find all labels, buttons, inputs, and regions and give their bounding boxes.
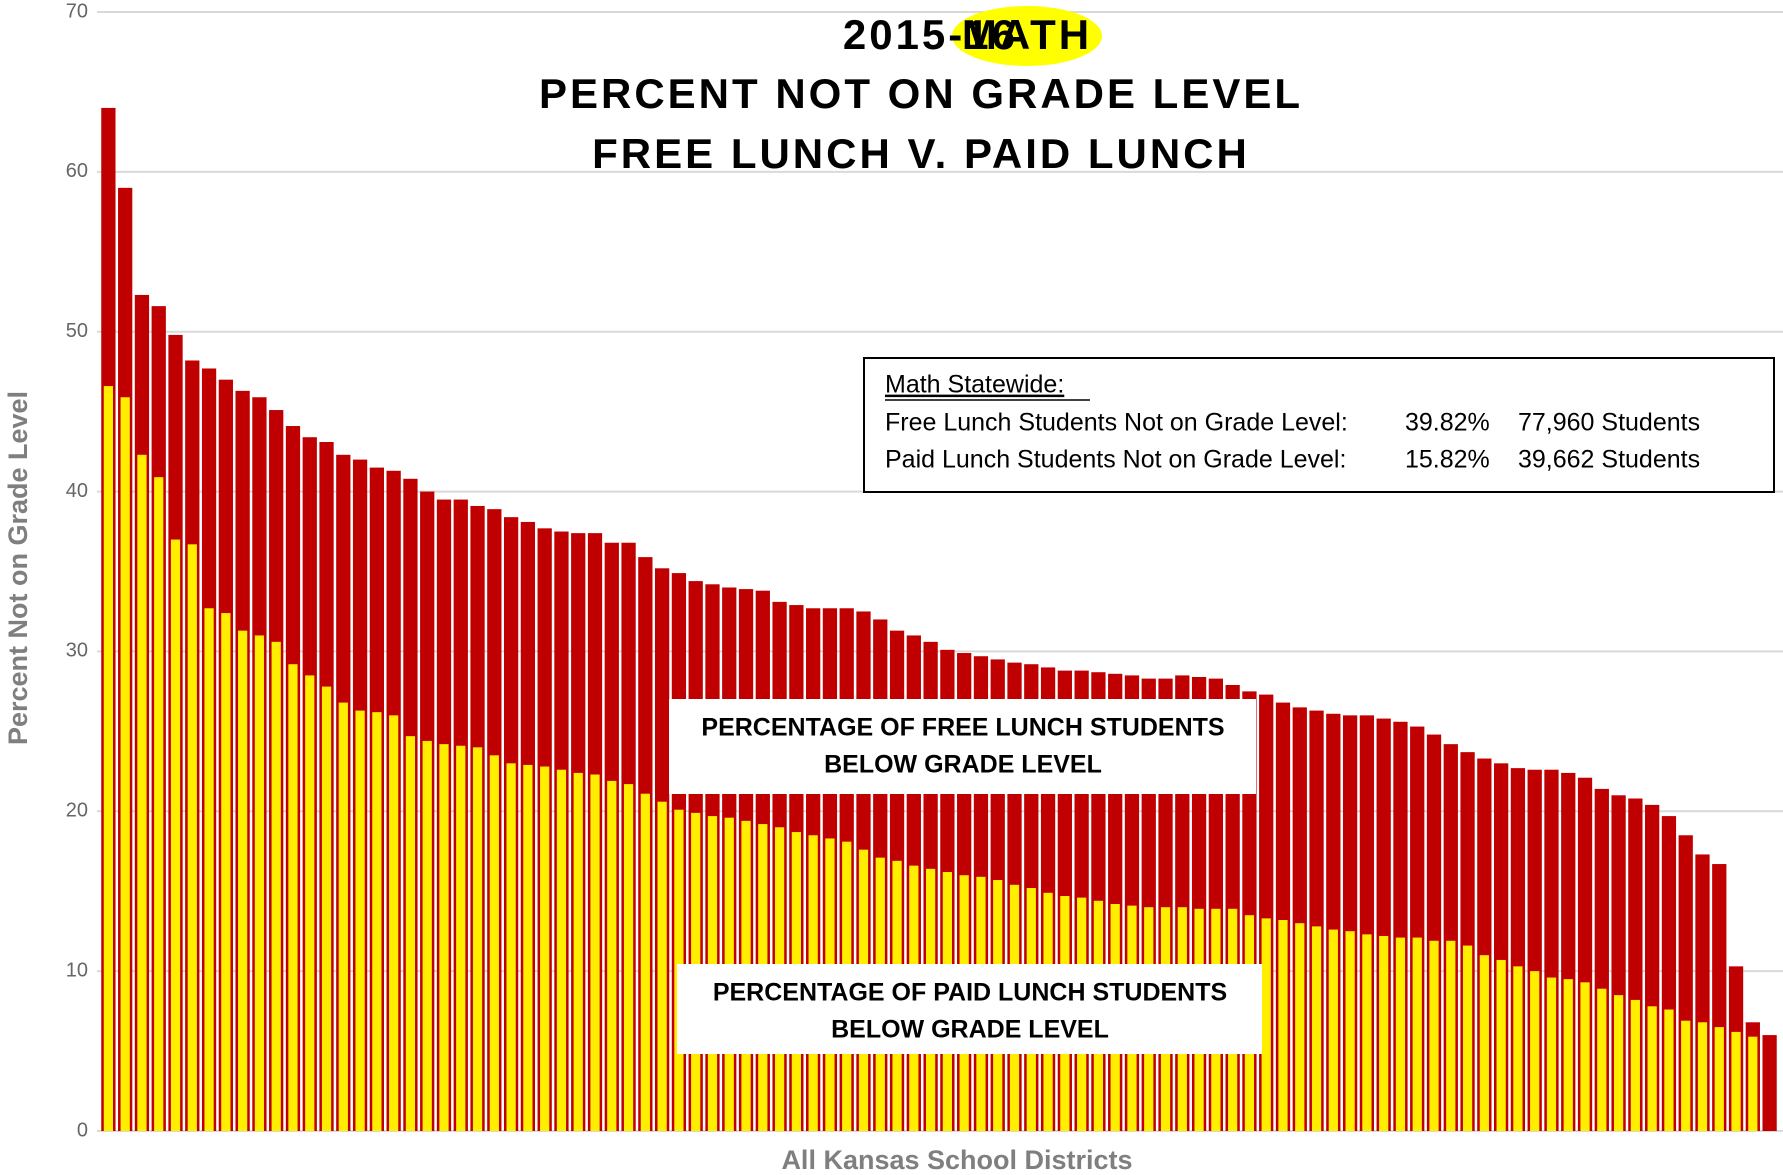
bar — [1681, 1020, 1691, 1131]
y-tick-label: 0 — [77, 1119, 88, 1141]
bar — [120, 397, 130, 1131]
bar — [1513, 966, 1523, 1131]
bar — [1546, 977, 1557, 1131]
annotation: BELOW GRADE LEVEL — [824, 751, 1102, 779]
bar — [187, 544, 197, 1131]
chart-subtitle: FREE LUNCH V. PAID LUNCH — [592, 130, 1250, 177]
bar — [355, 710, 365, 1131]
bar — [1496, 959, 1506, 1131]
bar — [1278, 919, 1288, 1131]
bar — [1563, 979, 1573, 1131]
statewide-box — [863, 357, 1775, 493]
bar — [1362, 934, 1372, 1131]
bar — [288, 664, 298, 1131]
box-label: Paid Lunch Students Not on Grade Level: — [885, 446, 1346, 474]
y-tick-label: 20 — [66, 800, 88, 822]
bar — [254, 635, 265, 1131]
box-label: Free Lunch Students Not on Grade Level: — [885, 409, 1348, 437]
bar — [321, 686, 332, 1131]
bar — [154, 477, 164, 1131]
bar — [1462, 945, 1473, 1131]
bar — [1395, 937, 1406, 1131]
bar — [623, 784, 634, 1131]
bar — [489, 755, 499, 1131]
bar — [1328, 929, 1338, 1131]
y-tick-label: 10 — [66, 959, 88, 981]
bar — [1261, 918, 1271, 1131]
y-tick-label: 30 — [66, 640, 88, 662]
bar — [1446, 940, 1456, 1131]
bar — [1429, 940, 1439, 1131]
annotation: PERCENTAGE OF FREE LUNCH STUDENTS — [701, 714, 1224, 742]
bar — [523, 764, 533, 1131]
bar — [1412, 937, 1422, 1131]
bar — [590, 774, 600, 1131]
bar — [1379, 935, 1389, 1131]
bar — [657, 801, 667, 1131]
bar — [640, 793, 650, 1131]
bar — [1714, 1027, 1724, 1131]
y-tick-label: 60 — [66, 160, 88, 182]
box-students: 39,662 Students — [1518, 446, 1700, 474]
bar — [221, 613, 231, 1131]
x-axis-label: All Kansas School Districts — [781, 1145, 1132, 1175]
bar — [439, 744, 449, 1131]
box-students: 77,960 Students — [1518, 409, 1700, 437]
chart-title: 2015-16 — [843, 11, 1018, 58]
title-highlight — [952, 6, 1102, 66]
box-percent: 15.82% — [1405, 446, 1490, 474]
bar — [405, 736, 416, 1131]
bar — [137, 454, 147, 1131]
bar — [1647, 1006, 1657, 1131]
bar — [1580, 982, 1590, 1131]
box-heading: Math Statewide: — [885, 371, 1064, 399]
bar — [607, 780, 617, 1131]
bar — [1731, 1031, 1741, 1131]
bar — [1613, 995, 1624, 1131]
bar — [170, 539, 181, 1131]
bar — [456, 745, 466, 1131]
bar — [573, 772, 583, 1131]
bar — [1311, 926, 1322, 1131]
bar — [271, 641, 281, 1131]
bar — [472, 747, 483, 1131]
bar — [1762, 1035, 1777, 1131]
bar — [1530, 971, 1540, 1131]
overlay: 2015-16 MATH PERCENT NOT ON GRADE LEVEL … — [3, 6, 1775, 1175]
bar — [238, 630, 248, 1131]
annotation: BELOW GRADE LEVEL — [831, 1016, 1109, 1044]
y-tick-label: 50 — [66, 320, 88, 342]
bar — [338, 702, 348, 1131]
bar — [372, 712, 382, 1131]
chart-title-highlight: MATH — [962, 11, 1092, 58]
bar — [305, 675, 315, 1131]
bar — [389, 715, 399, 1131]
box-percent: 39.82% — [1405, 409, 1490, 437]
chart-subtitle: PERCENT NOT ON GRADE LEVEL — [539, 70, 1303, 117]
y-tick-label: 70 — [66, 0, 88, 22]
y-axis-label: Percent Not on Grade Level — [3, 391, 33, 745]
bar — [540, 766, 550, 1131]
bar — [1697, 1022, 1708, 1131]
bar — [556, 769, 567, 1131]
bar — [506, 763, 516, 1131]
bar — [204, 608, 214, 1131]
bar — [103, 386, 114, 1132]
annotation-box — [677, 964, 1262, 1054]
annotation: PERCENTAGE OF PAID LUNCH STUDENTS — [713, 979, 1227, 1007]
bar — [1345, 931, 1355, 1131]
bar — [1479, 955, 1489, 1131]
bar — [1748, 1036, 1758, 1131]
bar — [422, 740, 432, 1131]
bar — [1597, 988, 1607, 1131]
annotation-box — [669, 699, 1256, 794]
y-tick-label: 40 — [66, 480, 88, 502]
bar — [1295, 923, 1305, 1131]
bar — [1630, 999, 1640, 1131]
bar — [1664, 1009, 1674, 1131]
